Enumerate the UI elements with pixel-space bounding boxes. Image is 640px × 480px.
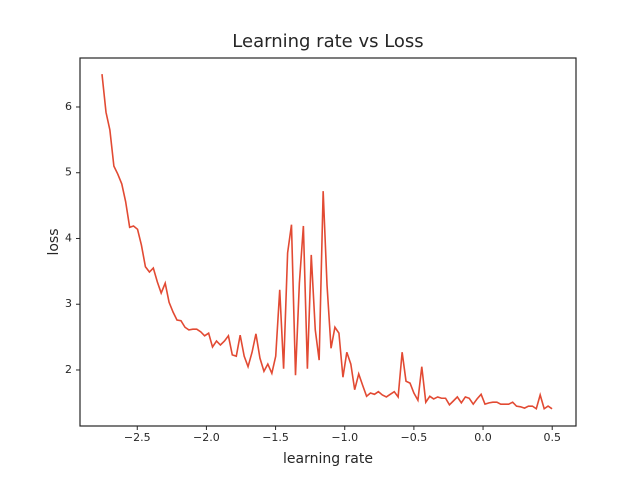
y-tick-label: 5 (65, 166, 72, 179)
y-tick-label: 2 (65, 363, 72, 376)
x-tick-label: −1.0 (331, 431, 358, 444)
x-tick-label: −1.5 (262, 431, 289, 444)
loss-line (101, 74, 553, 411)
chart-title: Learning rate vs Loss (232, 31, 423, 52)
x-axis-label: learning rate (283, 451, 373, 467)
x-tick-label: −0.5 (401, 431, 428, 444)
plot-frame (79, 57, 577, 427)
y-tick-label: 3 (65, 297, 72, 310)
x-tick-label: −2.0 (193, 431, 220, 444)
y-tick-label: 6 (65, 100, 72, 113)
x-tick-label: 0.0 (474, 431, 492, 444)
x-tick-label: −2.5 (124, 431, 151, 444)
x-tick-label: 0.5 (543, 431, 561, 444)
y-tick-label: 4 (65, 231, 72, 244)
y-axis-label: loss (46, 228, 62, 255)
